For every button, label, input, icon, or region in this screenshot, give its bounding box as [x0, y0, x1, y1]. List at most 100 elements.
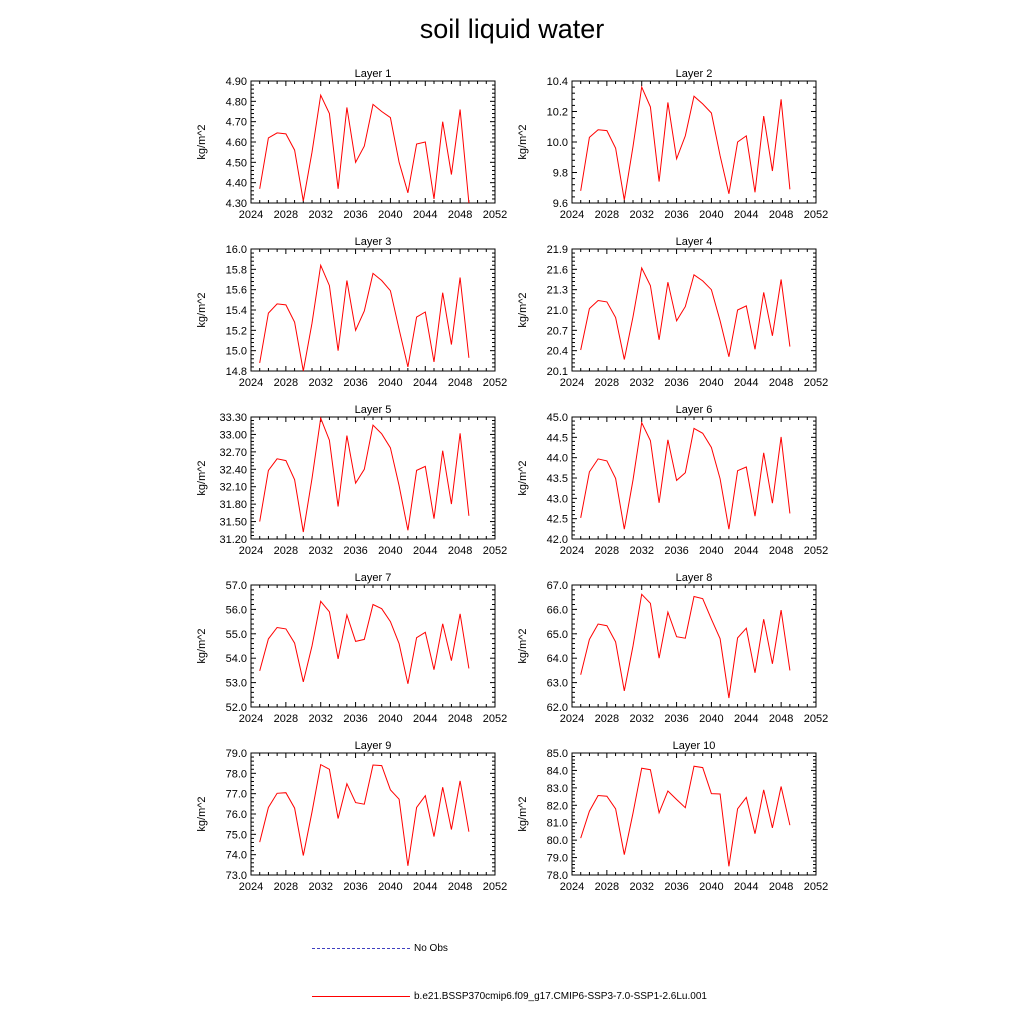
panel-frame [571, 584, 817, 708]
x-tick-label: 2028 [274, 545, 298, 557]
y-tick-label: 83.0 [547, 783, 568, 795]
y-tick-label: 15.6 [226, 285, 247, 297]
y-tick-label: 76.0 [226, 809, 247, 821]
panel-title: Layer 6 [676, 404, 713, 416]
x-tick-label: 2048 [448, 881, 472, 893]
panel-frame [250, 584, 496, 708]
y-axis-label: kg/m^2 [517, 460, 529, 495]
x-tick-label: 2036 [343, 209, 367, 221]
y-tick-label: 4.50 [226, 157, 247, 169]
y-tick-label: 75.0 [226, 829, 247, 841]
legend-model-line [312, 996, 410, 997]
x-tick-label: 2040 [699, 545, 723, 557]
y-tick-label: 20.1 [547, 366, 568, 378]
y-axis-label: kg/m^2 [196, 796, 208, 831]
x-tick-label: 2024 [560, 713, 584, 725]
y-tick-label: 62.0 [547, 702, 568, 714]
x-tick-label: 2048 [769, 209, 793, 221]
x-tick-label: 2044 [734, 881, 758, 893]
y-axis-label: kg/m^2 [196, 628, 208, 663]
x-tick-label: 2028 [595, 209, 619, 221]
x-tick-label: 2028 [274, 713, 298, 725]
y-tick-label: 4.60 [226, 137, 247, 149]
y-tick-label: 45.0 [547, 412, 568, 424]
x-tick-label: 2048 [448, 713, 472, 725]
x-tick-label: 2032 [629, 209, 653, 221]
panel-layer-8: Layer 8 kg/m^2 2024 2028 2032 2036 2040 2044 204… [517, 572, 828, 725]
x-tick-label: 2036 [664, 713, 688, 725]
y-tick-label: 9.8 [553, 168, 568, 180]
x-tick-label: 2024 [239, 713, 263, 725]
y-tick-label: 32.70 [219, 447, 247, 459]
x-tick-label: 2032 [308, 377, 332, 389]
x-tick-label: 2052 [804, 545, 828, 557]
y-tick-label: 77.0 [226, 789, 247, 801]
x-tick-label: 2032 [308, 545, 332, 557]
y-tick-label: 73.0 [226, 870, 247, 882]
x-tick-label: 2036 [664, 545, 688, 557]
x-tick-label: 2044 [413, 881, 437, 893]
y-tick-label: 10.0 [547, 137, 568, 149]
figure-title: soil liquid water [419, 14, 605, 44]
y-tick-label: 42.0 [547, 534, 568, 546]
y-tick-label: 78.0 [547, 870, 568, 882]
panel-title: Layer 9 [355, 740, 392, 752]
x-tick-label: 2036 [343, 377, 367, 389]
x-tick-label: 2036 [343, 713, 367, 725]
x-tick-label: 2024 [560, 881, 584, 893]
y-tick-label: 15.2 [226, 325, 247, 337]
x-tick-label: 2044 [734, 209, 758, 221]
y-tick-label: 57.0 [226, 580, 247, 592]
x-tick-label: 2048 [769, 713, 793, 725]
x-tick-label: 2040 [378, 209, 402, 221]
x-tick-label: 2040 [699, 713, 723, 725]
y-tick-label: 42.5 [547, 514, 568, 526]
y-axis-label: kg/m^2 [517, 124, 529, 159]
legend-model-label: b.e21.BSSP370cmip6.f09_g17.CMIP6-SSP3-7.… [414, 991, 707, 1002]
x-tick-label: 2036 [664, 881, 688, 893]
x-tick-label: 2052 [804, 377, 828, 389]
y-tick-label: 56.0 [226, 604, 247, 616]
y-tick-label: 32.10 [219, 482, 247, 494]
y-tick-label: 32.40 [219, 464, 247, 476]
x-tick-label: 2036 [664, 377, 688, 389]
panel-frame [250, 416, 496, 540]
x-tick-label: 2032 [308, 881, 332, 893]
panel-title: Layer 10 [673, 740, 716, 752]
series-line [580, 421, 791, 530]
x-tick-label: 2048 [769, 377, 793, 389]
y-tick-label: 85.0 [547, 748, 568, 760]
x-tick-label: 2040 [378, 881, 402, 893]
panel-title: Layer 4 [676, 236, 713, 248]
series-line [580, 765, 791, 867]
x-tick-label: 2048 [448, 209, 472, 221]
panel-frame [250, 248, 496, 372]
y-tick-label: 63.0 [547, 678, 568, 690]
series-line [259, 263, 470, 372]
y-tick-label: 81.0 [547, 818, 568, 830]
panel-title: Layer 2 [676, 68, 713, 80]
y-tick-label: 54.0 [226, 653, 247, 665]
x-tick-label: 2052 [804, 713, 828, 725]
panel-title: Layer 3 [355, 236, 392, 248]
y-tick-label: 20.4 [547, 346, 568, 358]
y-tick-label: 31.20 [219, 534, 247, 546]
panel-layer-1: Layer 1 kg/m^2 2024 2028 2032 2036 2040 2044 204… [196, 68, 507, 221]
x-tick-label: 2024 [560, 377, 584, 389]
panel-layer-10: Layer 10 kg/m^2 2024 2028 2032 2036 2040 2044 20… [517, 740, 828, 893]
x-tick-label: 2040 [378, 545, 402, 557]
y-tick-label: 10.4 [547, 76, 568, 88]
y-tick-label: 78.0 [226, 768, 247, 780]
y-tick-label: 84.0 [547, 765, 568, 777]
x-tick-label: 2044 [734, 713, 758, 725]
y-tick-label: 4.30 [226, 198, 247, 210]
y-axis-label: kg/m^2 [517, 628, 529, 663]
legend-obs-line [312, 948, 410, 949]
panel-title: Layer 7 [355, 572, 392, 584]
panel-frame [250, 752, 496, 876]
x-tick-label: 2036 [343, 881, 367, 893]
panel-frame [571, 416, 817, 540]
y-tick-label: 10.2 [547, 107, 568, 119]
x-tick-label: 2032 [629, 377, 653, 389]
y-tick-label: 65.0 [547, 629, 568, 641]
